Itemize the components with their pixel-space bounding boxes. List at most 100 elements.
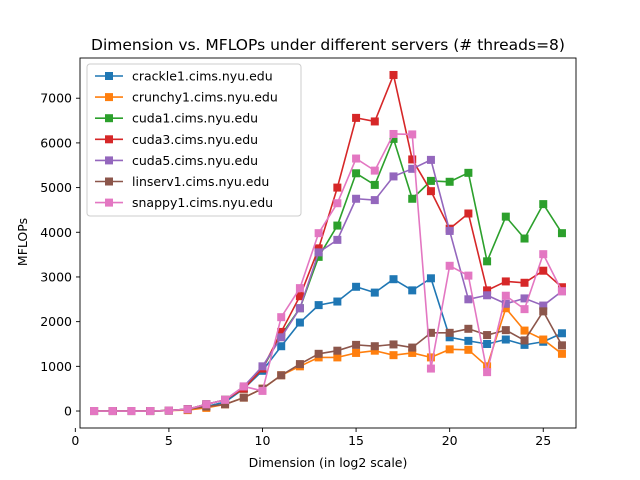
legend-item: snappy1.cims.nyu.edu [95,195,273,210]
data-point [389,172,398,181]
data-point [389,134,398,143]
data-point [277,313,286,322]
data-point [539,301,548,310]
data-point [295,292,304,301]
data-point [445,345,454,354]
data-point [314,248,323,257]
data-point [445,333,454,342]
legend-item: linserv1.cims.nyu.edu [95,174,269,189]
y-tick-label: 3000 [40,269,72,284]
legend-label: crackle1.cims.nyu.edu [132,69,273,84]
data-point [333,235,342,244]
legend-label: linserv1.cims.nyu.edu [132,174,269,189]
data-point [352,282,361,291]
data-point [295,318,304,327]
data-point [389,70,398,79]
data-point [464,345,473,354]
data-point [352,154,361,163]
data-point [258,386,267,395]
legend-label: cuda1.cims.nyu.edu [132,111,258,126]
data-point [164,406,173,415]
data-point [483,257,492,266]
data-point [501,212,510,221]
legend-item: cuda5.cims.nyu.edu [95,153,258,168]
data-point [483,368,492,377]
legend-label: snappy1.cims.nyu.edu [132,195,273,210]
data-point [408,164,417,173]
data-point [389,129,398,138]
data-point [501,326,510,335]
data-point [389,275,398,284]
data-point [333,199,342,208]
legend-item: crackle1.cims.nyu.edu [95,69,273,84]
data-point [539,250,548,259]
data-point [557,287,566,296]
data-point [277,342,286,351]
data-point [557,229,566,238]
data-point [426,187,435,196]
data-point [557,329,566,338]
data-point [183,405,192,414]
data-point [370,196,379,205]
data-point [146,407,155,416]
data-point [314,244,323,253]
data-point [408,194,417,203]
data-point [520,278,529,287]
data-point [520,294,529,303]
y-tick-label: 6000 [40,135,72,150]
legend-marker [105,198,113,207]
data-point [520,340,529,349]
data-point [408,348,417,357]
data-point [333,353,342,362]
legend-item: cuda3.cims.nyu.edu [95,132,258,147]
data-point [483,362,492,371]
data-point [483,331,492,340]
data-point [464,295,473,304]
data-point [408,286,417,295]
data-point [352,340,361,349]
data-point [314,252,323,261]
y-tick-label: 5000 [40,180,72,195]
data-point [333,183,342,192]
legend-marker [105,93,113,102]
x-tick-label: 20 [442,433,458,448]
data-point [557,283,566,292]
data-point [333,346,342,355]
data-point [445,177,454,186]
data-point [539,307,548,316]
data-point [501,277,510,286]
data-point [483,291,492,300]
axes: 0 5 10 15 20 25 0 1000 2000 3000 4000 5000 6000 7000 [40,57,577,448]
data-point [202,400,211,409]
y-tick-label: 1000 [40,359,72,374]
data-point [483,339,492,348]
legend-box [86,63,302,217]
data-point [258,362,267,371]
data-point [221,395,230,404]
axes-frame [79,57,577,429]
data-point [408,130,417,139]
data-point [295,284,304,293]
data-point [314,301,323,310]
data-point [520,234,529,243]
data-point [408,155,417,164]
data-point [520,326,529,335]
x-tick-label: 10 [255,433,271,448]
data-point [277,333,286,342]
y-axis-label: MFLOPs [15,218,30,266]
data-point [464,324,473,333]
data-point [464,209,473,218]
data-point [389,340,398,349]
data-point [464,271,473,280]
data-point [445,226,454,235]
y-tick-label: 0 [64,404,72,419]
legend-item: crunchy1.cims.nyu.edu [95,90,278,105]
y-tick-label: 7000 [40,91,72,106]
plot-area [90,70,566,416]
data-point [314,349,323,358]
data-point [539,266,548,275]
data-point [370,342,379,351]
x-tick-label: 15 [348,433,364,448]
x-tick-label: 5 [165,433,173,448]
data-point [314,229,323,238]
